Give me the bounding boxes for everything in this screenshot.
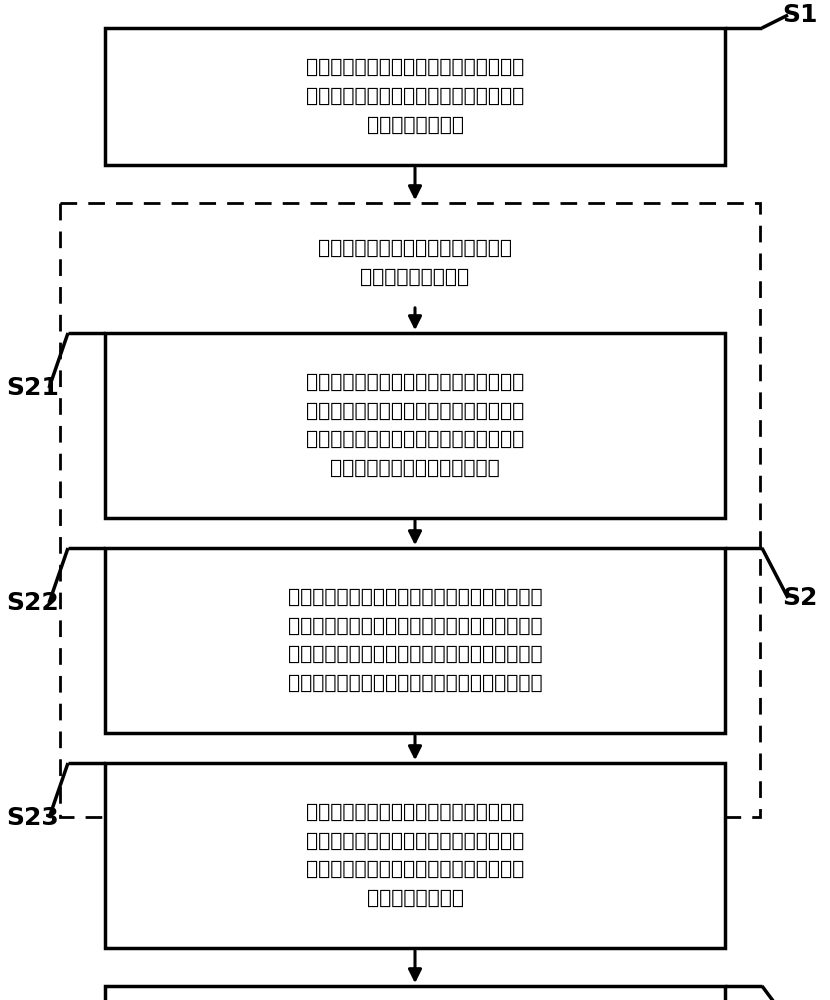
Text: S1: S1 — [782, 3, 818, 27]
Bar — [105, 763, 725, 948]
Text: S2: S2 — [783, 586, 818, 610]
Text: S21: S21 — [7, 376, 60, 400]
Text: 排除与船舶自动识别系统信息相比时间、距离差
距较大的雷达航迹信息；至多选择一个关联程度
较大的雷达航迹信息，将此船舶自动识别系统航
迹信息和雷达信息选定为目标船: 排除与船舶自动识别系统信息相比时间、距离差 距较大的雷达航迹信息；至多选择一个关… — [288, 588, 542, 693]
Bar — [105, 548, 725, 733]
Bar — [105, 333, 725, 518]
Bar — [105, 28, 725, 165]
Bar — [60, 203, 760, 817]
Text: 对船舶的位置、速度和方位信息进行坐标
转换和时间配准，将经纬度形式信息转换
为极坐标形式信息，使用分段线性插值法
将不同步的信息统一到同一时刻: 对船舶的位置、速度和方位信息进行坐标 转换和时间配准，将经纬度形式信息转换 为极… — [306, 373, 524, 478]
Text: S23: S23 — [7, 806, 60, 830]
Bar — [105, 986, 725, 1000]
Text: S22: S22 — [7, 591, 60, 615]
Text: 对船舶的位置、速度和方位信息进行
航迹关联和航迹融合: 对船舶的位置、速度和方位信息进行 航迹关联和航迹融合 — [318, 239, 512, 287]
Text: 获取船舶自动识别系统与雷达传输的船舶
信息，并对其进行预处理得到船舶的位置
、速度和方位信息: 获取船舶自动识别系统与雷达传输的船舶 信息，并对其进行预处理得到船舶的位置 、速… — [306, 58, 524, 135]
Text: 对选定的关联程度较大的目标船的船舶自
动识别系统和雷达航迹信息进行航迹融合
，采用基于统计的加权估计法来完成目标
船的航迹融合过程: 对选定的关联程度较大的目标船的船舶自 动识别系统和雷达航迹信息进行航迹融合 ，采… — [306, 803, 524, 908]
